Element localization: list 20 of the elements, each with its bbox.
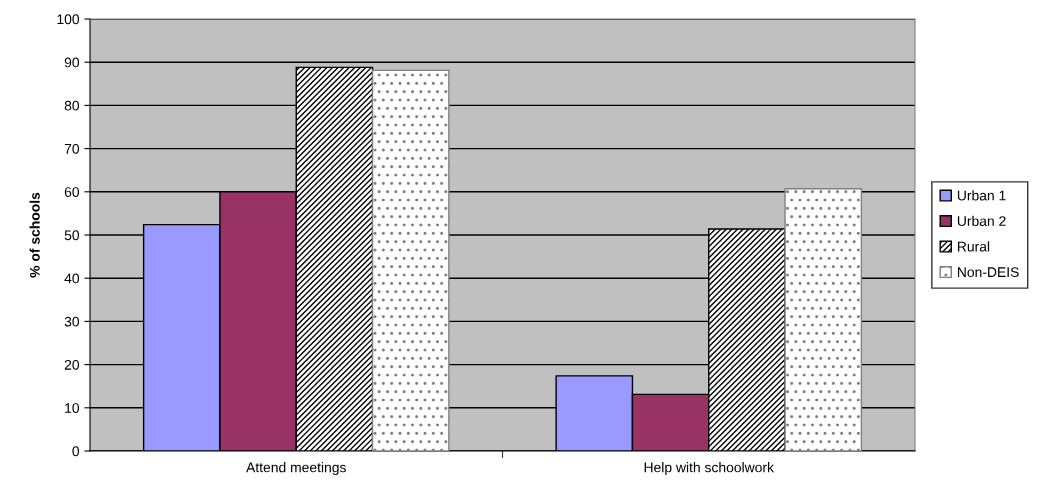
legend-label: Urban 1: [957, 190, 1006, 201]
bar: [784, 188, 863, 451]
y-tick-label: 20: [64, 359, 80, 370]
legend-label: Urban 2: [957, 215, 1006, 226]
y-tick-label: 10: [65, 403, 80, 413]
y-tick-label: 70: [64, 143, 80, 154]
y-tick-label: 90: [64, 57, 80, 68]
legend-label: Non-DEIS: [957, 267, 1019, 278]
y-tick-label: 30: [64, 316, 80, 327]
bar: [371, 69, 450, 451]
y-tick-label: 80: [64, 100, 80, 111]
y-axis-title: % of schools: [29, 192, 40, 278]
y-tick-label: 40: [64, 273, 80, 284]
y-tick-label: 100: [57, 14, 80, 25]
y-tick-label: 60: [64, 187, 80, 197]
x-tick-label: Help with schoolwork: [644, 462, 774, 476]
y-tick-label: 0: [72, 446, 80, 457]
x-tick-label: Attend meetings: [246, 462, 346, 476]
legend-label: Rural: [957, 241, 990, 252]
y-tick-label: 50: [64, 230, 80, 241]
